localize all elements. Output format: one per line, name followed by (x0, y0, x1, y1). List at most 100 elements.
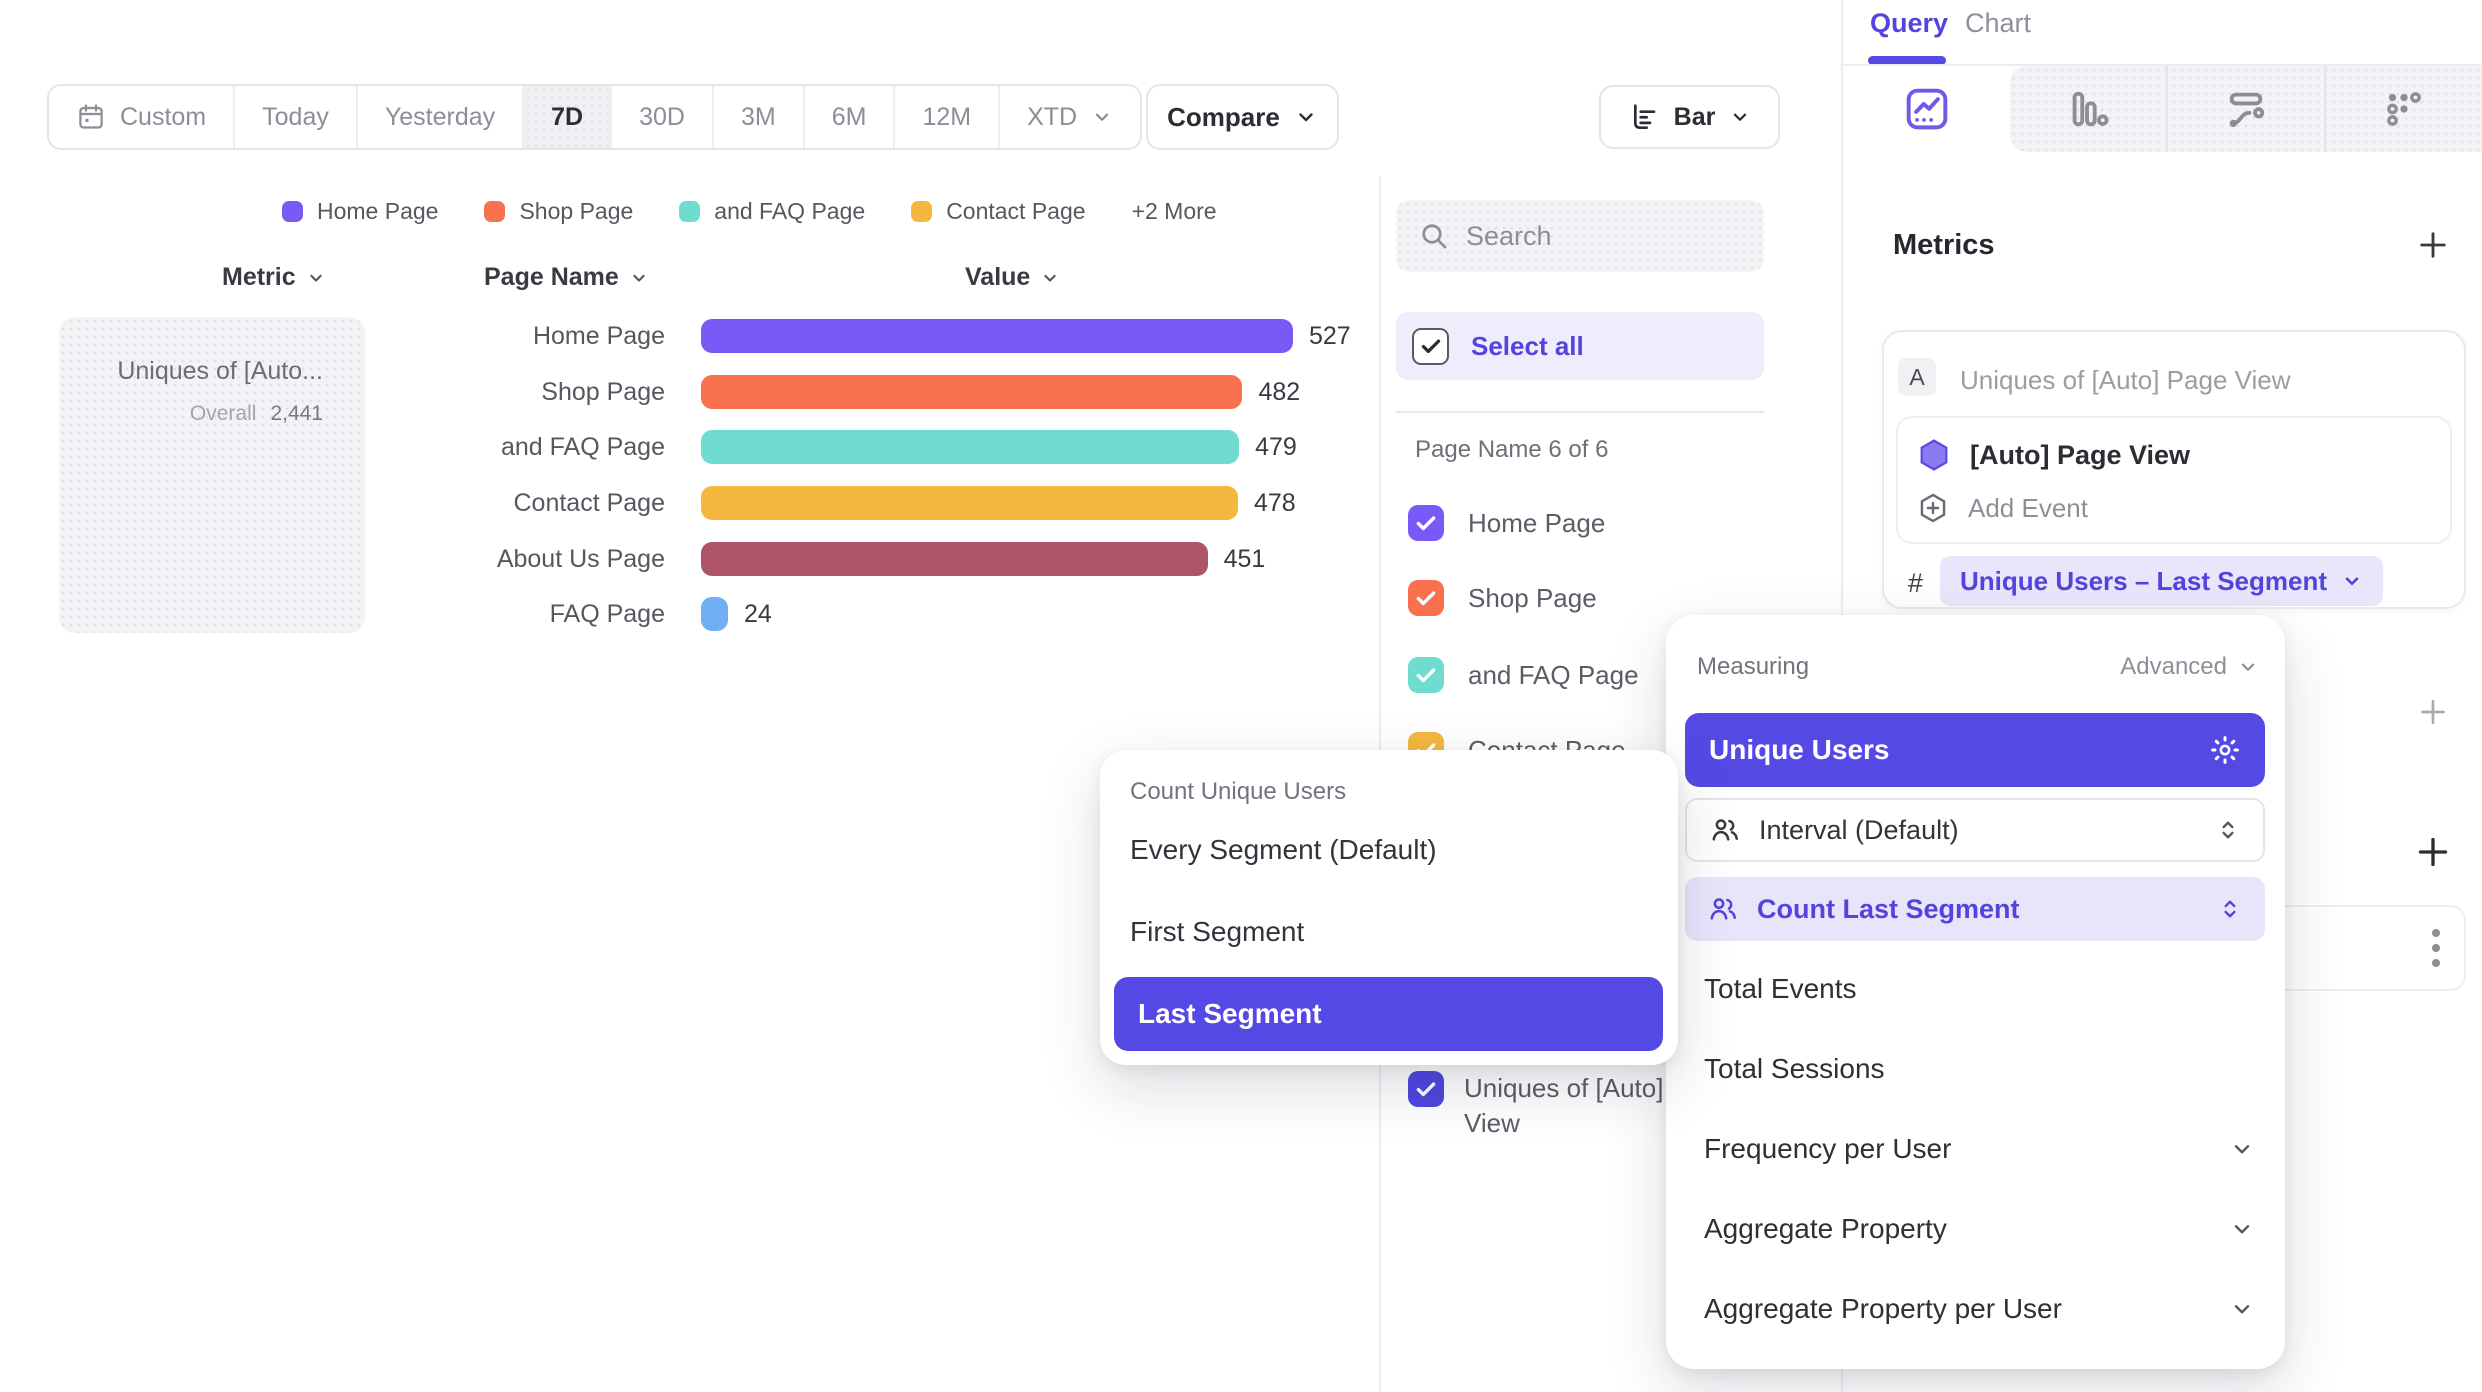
chevron-down-icon (1091, 106, 1113, 128)
search-input[interactable]: Search (1396, 200, 1764, 272)
measure-hash-symbol: # (1908, 568, 1924, 598)
column-header-page-name[interactable]: Page Name (484, 263, 649, 292)
row-label: Shop Page (541, 378, 665, 406)
value-label: 479 (1255, 432, 1297, 461)
kebab-icon[interactable] (2432, 929, 2440, 967)
tab-chart[interactable]: Chart (1965, 8, 2032, 38)
add-metric-button[interactable] (2415, 227, 2451, 263)
row-label: Home Page (532, 322, 665, 350)
filter-item-home-page[interactable]: Home Page (1408, 505, 1605, 541)
date-range-today[interactable]: Today (235, 86, 358, 148)
menu-item-first-segment[interactable]: First Segment (1130, 916, 1305, 947)
advanced-toggle[interactable]: Advanced (2120, 653, 2259, 681)
retention-tab-icon (2381, 86, 2427, 132)
legend-swatch (484, 200, 506, 222)
menu-title: Count Unique Users (1130, 778, 1347, 805)
list-divider (1396, 411, 1764, 413)
row-label: FAQ Page (549, 600, 665, 628)
table-row: Home Page 527 (0, 308, 1379, 364)
date-range-toolbar: Custom Today Yesterday 7D 30D 3M 6M 12M … (47, 84, 1143, 150)
tabs-hairline (1843, 64, 2482, 66)
measuring-option-aggregate-property[interactable]: Aggregate Property (1704, 1213, 1947, 1244)
report-type-tab-group (2010, 66, 2482, 152)
checkbox-checked[interactable] (1408, 580, 1444, 616)
date-range-7d[interactable]: 7D (524, 86, 613, 148)
column-header-metric[interactable]: Metric (222, 263, 326, 292)
add-breakdown-button[interactable] (2413, 832, 2453, 872)
measuring-menu: Measuring Advanced Unique Users Interval… (1666, 615, 2285, 1369)
value-bar[interactable] (701, 542, 1208, 576)
table-row: About Us Page 451 (0, 531, 1379, 587)
tab-funnels[interactable] (2010, 66, 2168, 152)
measuring-option-aggregate-property-per-user[interactable]: Aggregate Property per User (1704, 1293, 2062, 1324)
select-all-checkbox[interactable] (1412, 327, 1449, 365)
value-label: 482 (1258, 377, 1301, 406)
count-last-segment-row[interactable]: Count Last Segment (1685, 877, 2265, 941)
metric-letter-badge: A (1898, 358, 1936, 396)
tab-retention[interactable] (2326, 66, 2482, 152)
value-bar[interactable] (701, 375, 1243, 409)
date-range-30d[interactable]: 30D (612, 86, 714, 148)
compare-button[interactable]: Compare (1146, 84, 1339, 150)
date-range-yesterday[interactable]: Yesterday (358, 86, 525, 148)
column-header-value[interactable]: Value (965, 263, 1060, 292)
table-row: Contact Page 478 (0, 475, 1379, 531)
tab-query[interactable]: Query (1870, 8, 1949, 38)
calendar-icon (76, 102, 106, 132)
date-range-3m[interactable]: 3M (714, 86, 805, 148)
date-range-custom-label: Custom (120, 102, 207, 131)
measure-pill[interactable]: Unique Users – Last Segment (1940, 556, 2383, 606)
add-event-row[interactable]: Add Event (1916, 484, 2088, 532)
menu-item-last-segment-selected[interactable]: Last Segment (1114, 977, 1663, 1051)
tab-flows[interactable] (2168, 66, 2326, 152)
interval-default-row[interactable]: Interval (Default) (1685, 798, 2265, 862)
chevron-down-icon (2341, 570, 2363, 592)
metric-summary-card[interactable]: Uniques of [Auto... Overall 2,441 (59, 317, 365, 633)
measuring-option-unique-users-selected[interactable]: Unique Users (1685, 713, 2265, 787)
chevron-down-icon (1729, 106, 1751, 128)
checkbox-checked[interactable] (1408, 1071, 1444, 1107)
metrics-section-title: Metrics (1893, 229, 1995, 261)
tab-insights[interactable] (1843, 66, 2010, 152)
date-range-6m[interactable]: 6M (805, 86, 896, 148)
filter-item-and-faq-page[interactable]: and FAQ Page (1408, 657, 1639, 693)
checkbox-checked[interactable] (1408, 657, 1444, 693)
table-row: Shop Page 482 (0, 364, 1379, 420)
chevron-down-icon (2229, 1136, 2255, 1162)
chevron-down-icon (306, 268, 326, 288)
legend-item[interactable]: Shop Page (484, 198, 633, 225)
legend-item[interactable]: Contact Page (911, 198, 1086, 225)
funnels-tab-icon (2065, 86, 2111, 132)
event-row[interactable]: [Auto] Page View (1916, 431, 2190, 479)
value-bar[interactable] (701, 486, 1238, 520)
date-range-custom[interactable]: Custom (49, 86, 236, 148)
chart-type-selector[interactable]: Bar (1599, 85, 1780, 149)
legend-item[interactable]: and FAQ Page (679, 198, 865, 225)
gear-icon[interactable] (2209, 734, 2241, 766)
select-all-row[interactable]: Select all (1396, 312, 1764, 380)
value-label: 451 (1223, 544, 1266, 573)
date-range-xtd[interactable]: XTD (1000, 86, 1140, 148)
add-filter-button[interactable] (2416, 695, 2450, 729)
value-bar[interactable] (701, 430, 1240, 464)
hexagon-icon (1916, 437, 1952, 473)
checkbox-checked[interactable] (1408, 505, 1444, 541)
value-bar[interactable] (701, 597, 728, 631)
measuring-label: Measuring (1697, 653, 1810, 680)
measuring-option-total-sessions[interactable]: Total Sessions (1704, 1053, 1885, 1084)
metric-card[interactable]: A Uniques of [Auto] Page View [Auto] Pag… (1882, 330, 2466, 609)
value-bar[interactable] (701, 319, 1293, 353)
date-range-12m[interactable]: 12M (895, 86, 1001, 148)
table-row: FAQ Page 24 (0, 586, 1379, 642)
bar-chart-icon (1628, 101, 1660, 133)
legend-swatch (282, 200, 303, 222)
value-label: 478 (1253, 488, 1296, 517)
menu-item-every-segment[interactable]: Every Segment (Default) (1130, 834, 1437, 865)
legend-more[interactable]: +2 More (1131, 197, 1217, 224)
filter-item-shop-page[interactable]: Shop Page (1408, 580, 1597, 616)
value-label: 24 (743, 599, 772, 628)
measuring-option-total-events[interactable]: Total Events (1704, 973, 1857, 1004)
measuring-option-frequency-per-user[interactable]: Frequency per User (1704, 1133, 1952, 1164)
row-label: Contact Page (513, 489, 666, 517)
legend-item[interactable]: Home Page (282, 198, 438, 225)
